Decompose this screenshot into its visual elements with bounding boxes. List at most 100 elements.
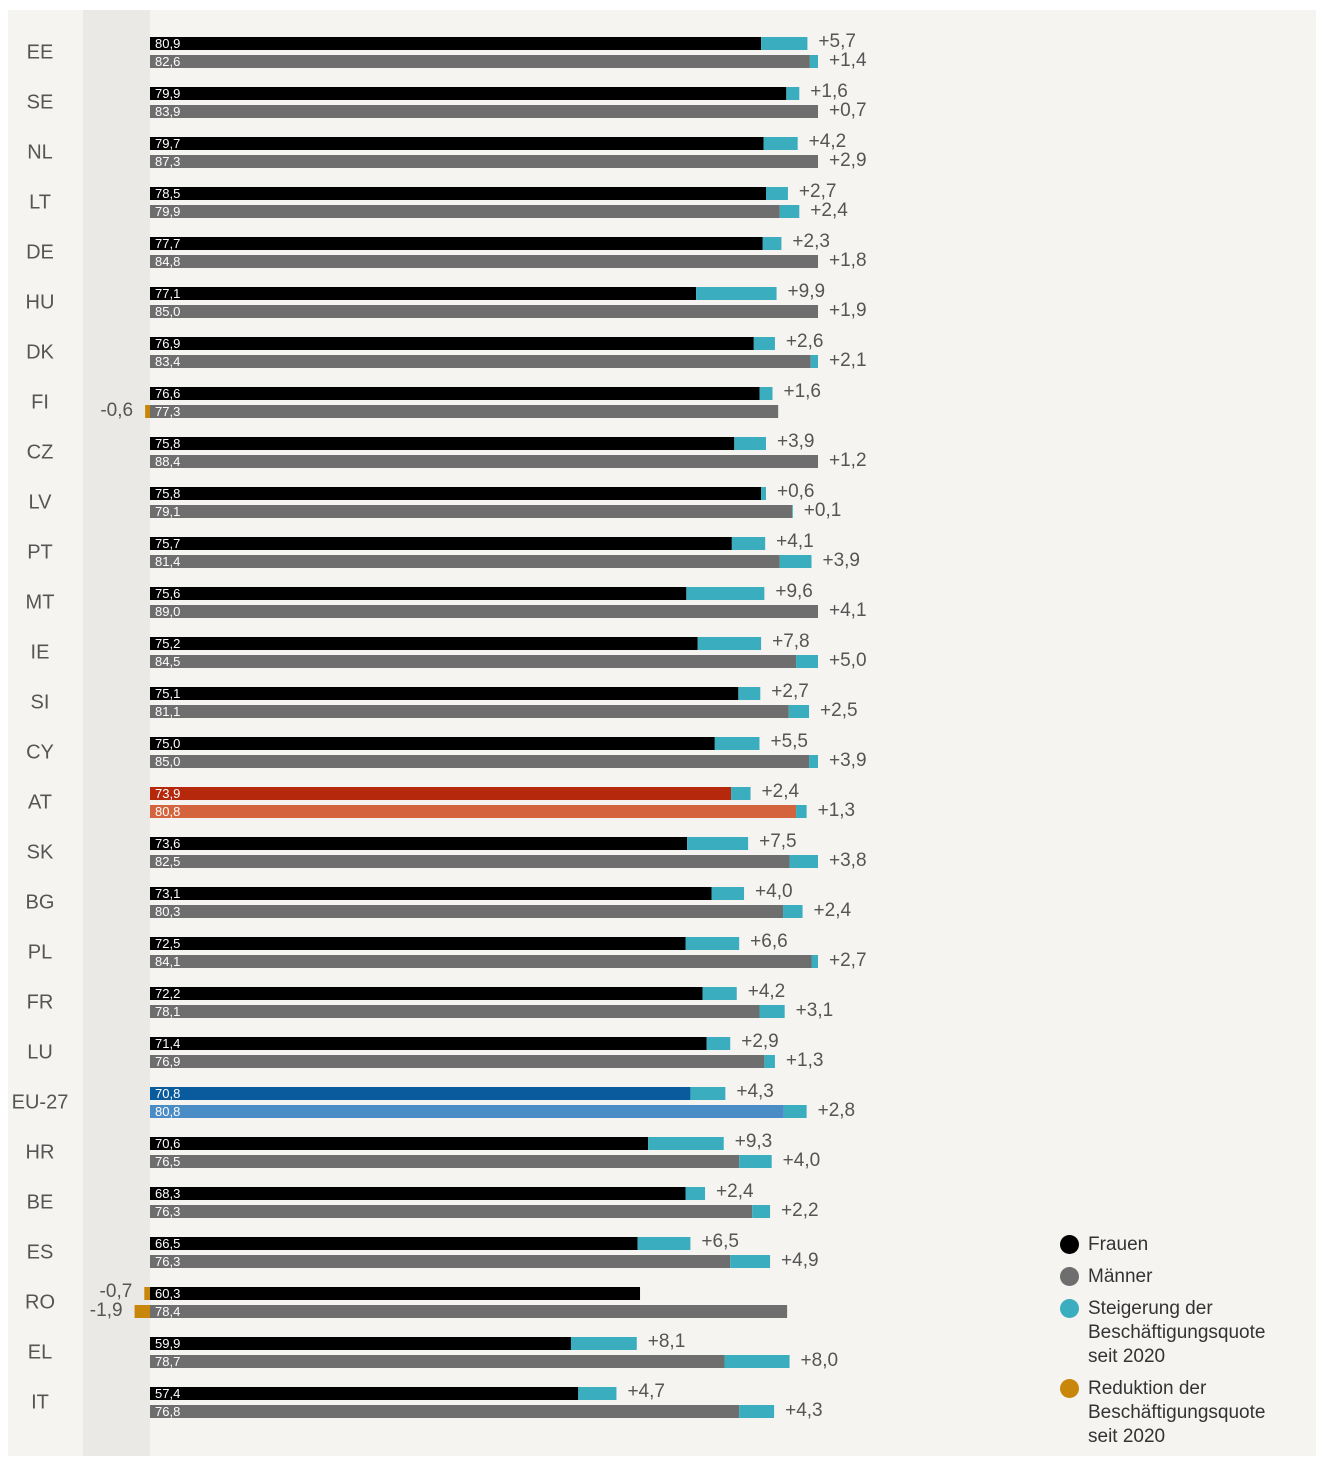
change-label: +3,1 (796, 1000, 834, 1021)
value-label: 80,8 (155, 1104, 180, 1119)
value-label: 66,5 (155, 1236, 180, 1251)
change-label: +3,9 (777, 431, 815, 452)
country-label: EL (28, 1341, 52, 1363)
rate-bar (150, 1055, 765, 1068)
value-label: 82,6 (155, 54, 180, 69)
legend-item: Steigerung der Beschäftigungsquote seit … (1060, 1297, 1300, 1369)
value-label: 76,9 (155, 336, 180, 351)
change-label: +2,7 (799, 181, 837, 202)
legend-swatch (1060, 1235, 1079, 1254)
rate-bar (150, 37, 762, 50)
rate-bar (150, 387, 760, 400)
value-label: 73,6 (155, 836, 180, 851)
increase-bar (690, 1087, 726, 1100)
value-label: 85,0 (155, 754, 180, 769)
rate-bar (150, 705, 789, 718)
increase-bar (739, 1155, 772, 1168)
change-label: +0,7 (829, 100, 867, 121)
increase-bar (809, 55, 818, 68)
value-label: 73,9 (155, 786, 180, 801)
increase-bar (730, 1255, 771, 1268)
rate-bar (150, 805, 797, 818)
rate-bar (150, 437, 735, 450)
country-label: HR (26, 1141, 55, 1163)
change-label: +6,6 (750, 931, 788, 952)
legend-label: Reduktion der Beschäftigungsquote seit 2… (1088, 1378, 1266, 1447)
increase-bar (734, 437, 766, 450)
country-label: CY (26, 741, 54, 763)
change-label: +2,4 (810, 200, 848, 221)
increase-bar (711, 887, 745, 900)
country-label: FR (27, 991, 54, 1013)
increase-bar (765, 187, 788, 200)
rate-bar (150, 87, 787, 100)
rate-bar (150, 1405, 740, 1418)
change-label: +2,9 (741, 1031, 779, 1052)
country-label: FI (31, 391, 49, 413)
value-label: 87,3 (155, 154, 180, 169)
country-label: NL (27, 141, 53, 163)
increase-bar (724, 1355, 790, 1368)
increase-bar (786, 87, 800, 100)
value-label: 75,8 (155, 486, 180, 501)
rate-bar (150, 1137, 649, 1150)
change-label: +2,7 (771, 681, 809, 702)
increase-bar (578, 1387, 617, 1400)
value-label: 71,4 (155, 1036, 180, 1051)
change-label: -0,6 (100, 400, 133, 421)
decrease-bar (144, 1287, 150, 1300)
country-label: CZ (27, 441, 54, 463)
increase-bar (764, 1055, 775, 1068)
legend: Frauen Männer Steigerung der Beschäftigung… (1060, 1233, 1300, 1457)
increase-bar (687, 837, 749, 850)
rate-bar (150, 1355, 725, 1368)
country-label: AT (28, 791, 52, 813)
change-label: +4,0 (783, 1150, 821, 1171)
value-label: 83,4 (155, 354, 180, 369)
change-label: +5,0 (829, 650, 867, 671)
rate-bar (150, 1105, 784, 1118)
rate-bar (150, 855, 790, 868)
rate-bar (150, 255, 818, 268)
increase-bar (762, 237, 782, 250)
value-label: 79,9 (155, 86, 180, 101)
value-label: 75,8 (155, 436, 180, 451)
increase-bar (779, 555, 812, 568)
value-label: 76,3 (155, 1204, 180, 1219)
increase-bar (706, 1037, 731, 1050)
change-label: +1,3 (786, 1050, 824, 1071)
change-label: +7,8 (772, 631, 810, 652)
country-label: HU (26, 291, 55, 313)
country-label: RO (25, 1291, 55, 1313)
rate-bar (150, 137, 764, 150)
change-label: +2,5 (820, 700, 858, 721)
change-label: +4,0 (755, 881, 793, 902)
rate-bar (150, 1187, 686, 1200)
value-label: 70,6 (155, 1136, 180, 1151)
increase-bar (753, 337, 775, 350)
value-label: 75,0 (155, 736, 180, 751)
rate-bar (150, 987, 703, 1000)
rate-bar (150, 937, 686, 950)
increase-bar (648, 1137, 724, 1150)
rate-bar (150, 455, 818, 468)
rate-bar (150, 1255, 731, 1268)
value-label: 85,0 (155, 304, 180, 319)
rate-bar (150, 337, 754, 350)
increase-bar (761, 37, 808, 50)
change-label: +2,4 (814, 900, 852, 921)
value-label: 72,2 (155, 986, 180, 1001)
value-label: 83,9 (155, 104, 180, 119)
value-label: 78,1 (155, 1004, 180, 1019)
rate-bar (150, 1155, 740, 1168)
increase-bar (731, 537, 766, 550)
rate-bar (150, 1287, 641, 1300)
change-label: +9,6 (775, 581, 813, 602)
rate-bar (150, 955, 812, 968)
country-label: BG (26, 891, 55, 913)
rate-bar (150, 905, 784, 918)
rate-bar (150, 837, 688, 850)
value-label: 76,9 (155, 1054, 180, 1069)
country-label: BE (27, 1191, 54, 1213)
value-label: 84,5 (155, 654, 180, 669)
